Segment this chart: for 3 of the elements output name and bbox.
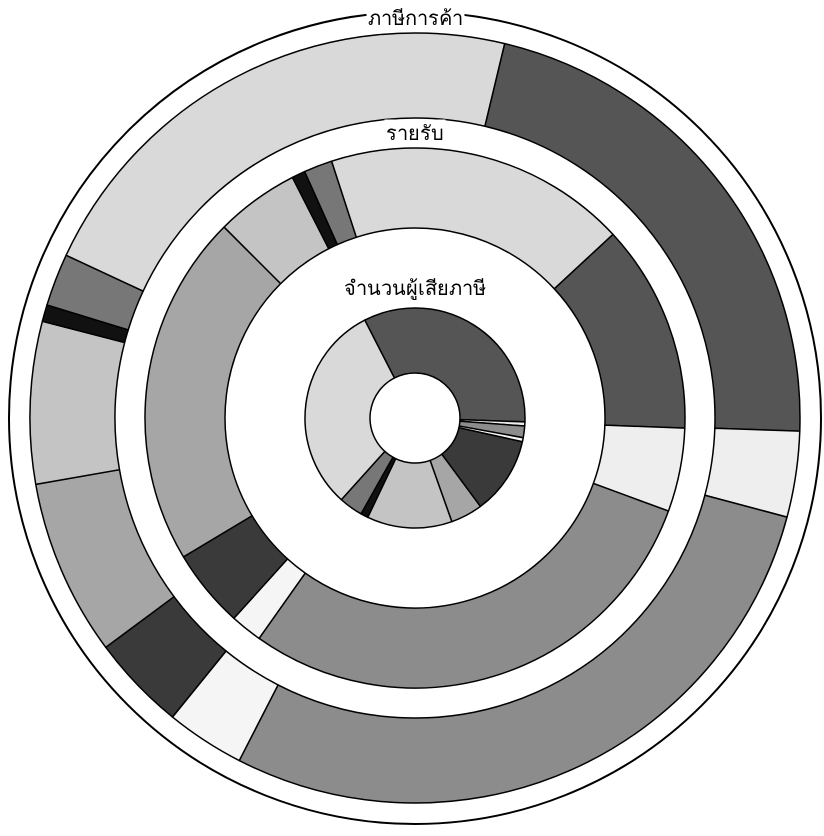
slice-label: รายรับ <box>386 121 444 145</box>
slice-label: จำนวนผู้เสียภาษี <box>344 276 486 301</box>
slice-label: ภาษีการค้า <box>368 6 463 30</box>
